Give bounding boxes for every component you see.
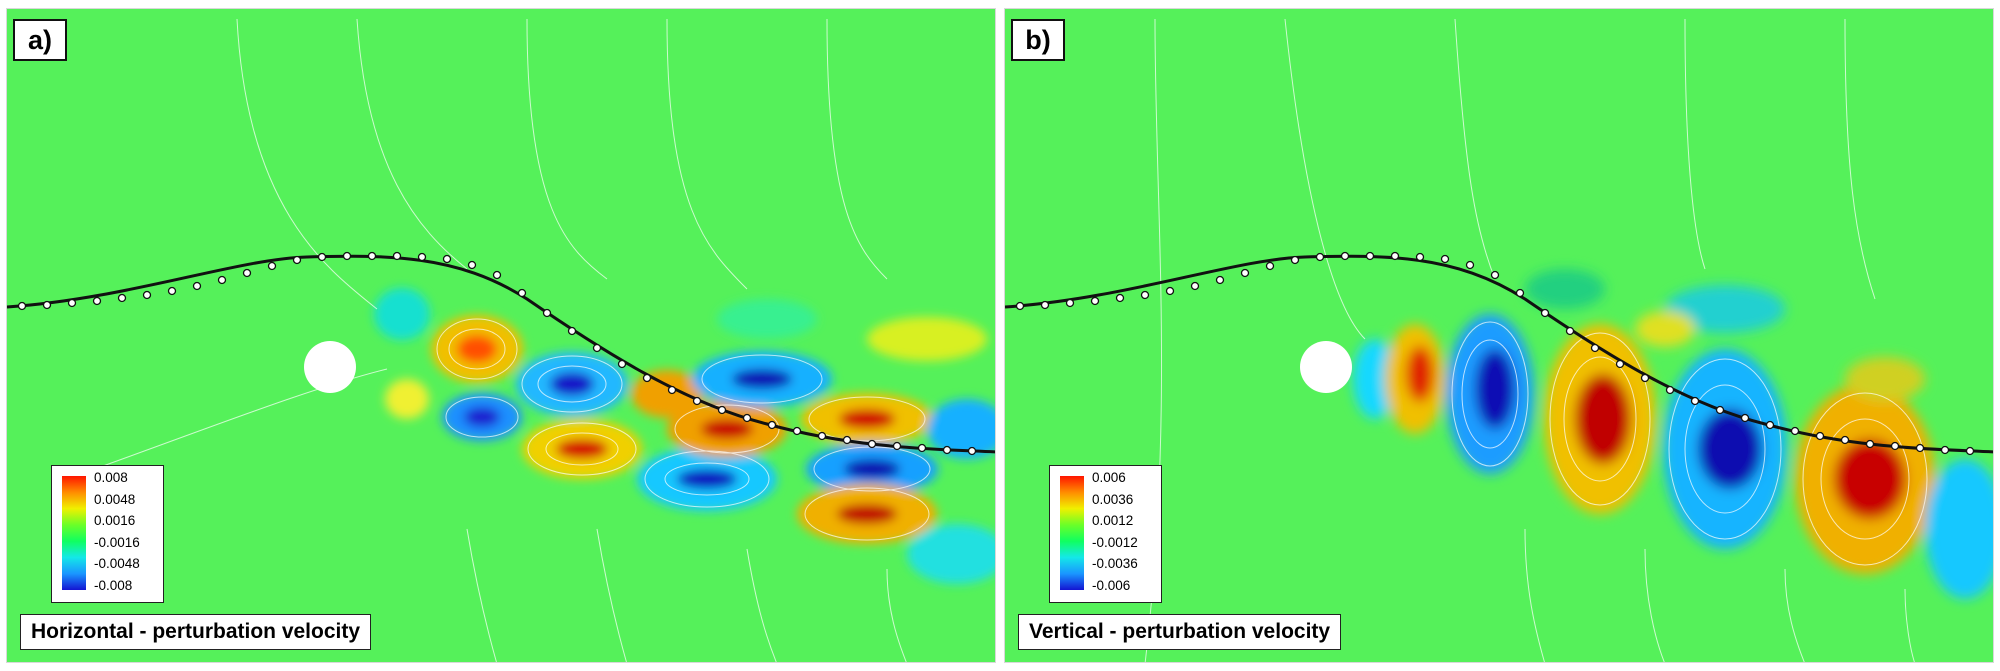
legend-tick-labels: 0.008 0.0048 0.0016 -0.0016 -0.0048 -0.0… xyxy=(94,469,140,595)
contour-plot-vertical xyxy=(1005,9,1993,662)
panel-label: b) xyxy=(1011,19,1065,61)
interface-line xyxy=(1005,254,1993,454)
legend-tick: -0.0016 xyxy=(94,534,140,550)
contour-lines xyxy=(66,18,931,662)
legend-tick: 0.0048 xyxy=(94,491,136,507)
colorbar xyxy=(62,476,86,590)
legend-tick: 0.006 xyxy=(1092,470,1126,485)
panel-caption: Vertical - perturbation velocity xyxy=(1018,614,1342,650)
legend-tick: 0.008 xyxy=(94,470,128,485)
panel-label: a) xyxy=(13,19,67,61)
vortex-blobs xyxy=(1353,269,1993,599)
interface-markers xyxy=(1015,251,1975,456)
legend-tick: 0.0012 xyxy=(1092,513,1134,529)
colorbar xyxy=(1060,476,1084,590)
interface-markers xyxy=(17,251,977,456)
legend-tick: -0.0036 xyxy=(1092,556,1138,572)
legend-tick-labels: 0.006 0.0036 0.0012 -0.0012 -0.0036 -0.0… xyxy=(1092,469,1138,595)
color-legend: 0.008 0.0048 0.0016 -0.0016 -0.0048 -0.0… xyxy=(51,465,164,603)
panel-vertical-velocity: b) 0.006 0.0036 0.0012 -0.0012 -0.0036 -… xyxy=(1004,8,1994,663)
color-legend: 0.006 0.0036 0.0012 -0.0012 -0.0036 -0.0… xyxy=(1049,465,1162,603)
legend-tick: 0.0036 xyxy=(1092,491,1134,507)
cylinder-body xyxy=(304,341,356,393)
vortex-blobs xyxy=(374,288,995,584)
legend-tick: 0.0016 xyxy=(94,513,136,529)
legend-tick: -0.0048 xyxy=(94,556,140,572)
panel-caption: Horizontal - perturbation velocity xyxy=(20,614,372,650)
contour-plot-horizontal xyxy=(7,9,995,662)
legend-tick: -0.008 xyxy=(94,577,133,593)
interface-line xyxy=(7,254,995,454)
legend-tick: -0.006 xyxy=(1092,577,1131,593)
cylinder-body xyxy=(1300,341,1352,393)
panel-horizontal-velocity: a) 0.008 0.0048 0.0016 -0.0016 -0.0048 -… xyxy=(6,8,996,663)
legend-tick: -0.0012 xyxy=(1092,534,1138,550)
